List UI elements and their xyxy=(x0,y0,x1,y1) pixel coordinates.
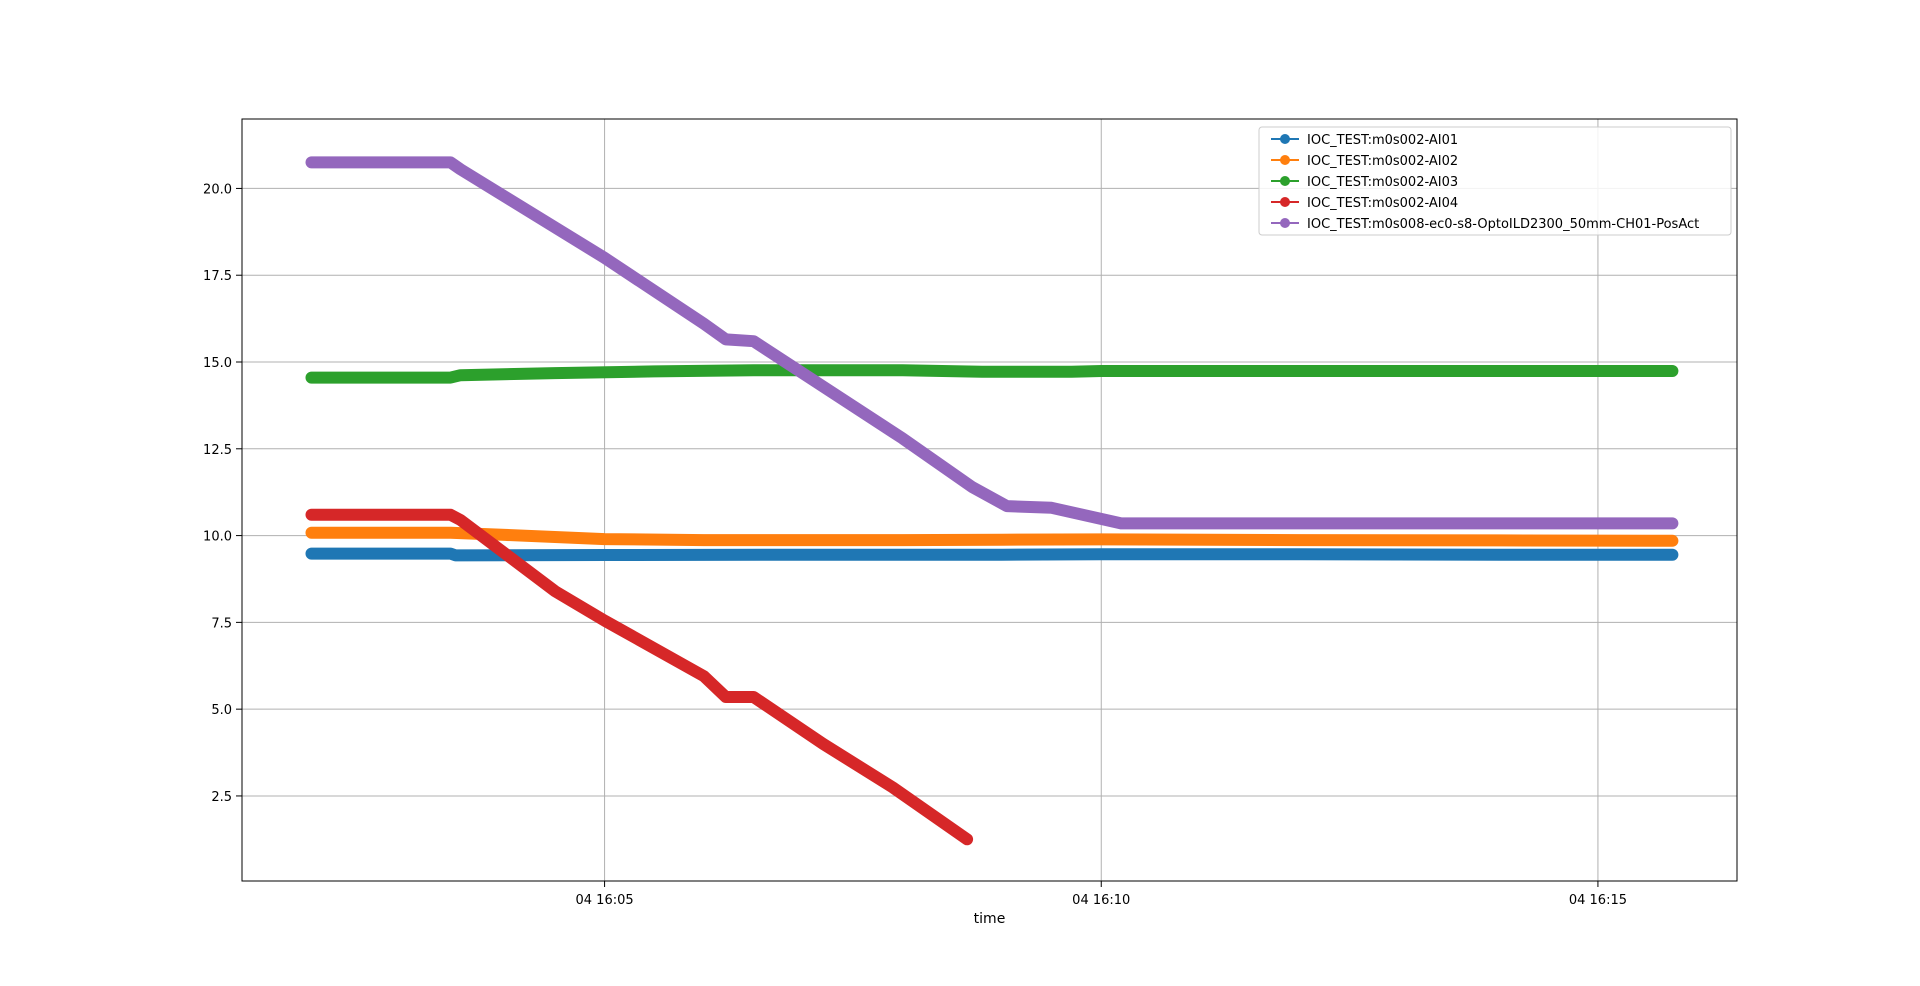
plot-frame xyxy=(241,118,1738,882)
y-tick-label: 2.5 xyxy=(211,790,232,805)
series-line-5 xyxy=(305,156,1679,530)
series-line-3 xyxy=(305,364,1679,384)
legend-box xyxy=(1258,126,1732,236)
series-line-1 xyxy=(305,547,1679,562)
legend-entry-4: IOC_TEST:m0s002-AI04 xyxy=(1307,196,1458,211)
x-tick-label: 04 16:05 xyxy=(576,893,634,908)
y-tick-label: 20.0 xyxy=(203,182,232,197)
legend-marker-3 xyxy=(1280,176,1290,186)
x-axis-label: time xyxy=(974,911,1006,927)
y-tick-label: 17.5 xyxy=(203,269,232,284)
x-tick-label: 04 16:10 xyxy=(1072,893,1130,908)
axis-ticks: 04 16:05 04 16:10 04 16:15 2.5 5.0 7.5 10.0 12.… xyxy=(203,182,1627,908)
series-layer xyxy=(305,156,1679,846)
legend-marker-1 xyxy=(1280,134,1290,144)
legend-entry-2: IOC_TEST:m0s002-AI02 xyxy=(1307,154,1458,169)
legend-entry-3: IOC_TEST:m0s002-AI03 xyxy=(1307,175,1458,190)
legend-marker-4 xyxy=(1280,197,1290,207)
legend: IOC_TEST:m0s002-AI01 IOC_TEST:m0s002-AI02… xyxy=(1258,126,1732,236)
legend-entry-5: IOC_TEST:m0s008-ec0-s8-OptoILD2300_50mm-… xyxy=(1307,217,1699,232)
y-tick-label: 12.5 xyxy=(203,443,232,458)
legend-entry-1: IOC_TEST:m0s002-AI01 xyxy=(1307,133,1458,148)
series-line-4 xyxy=(305,508,974,846)
y-tick-label: 10.0 xyxy=(203,530,232,545)
y-tick-label: 5.0 xyxy=(211,703,232,718)
x-tick-label: 04 16:15 xyxy=(1569,893,1627,908)
legend-marker-2 xyxy=(1280,155,1290,165)
legend-marker-5 xyxy=(1280,218,1290,228)
y-tick-label: 7.5 xyxy=(211,616,232,631)
y-tick-label: 15.0 xyxy=(203,356,232,371)
